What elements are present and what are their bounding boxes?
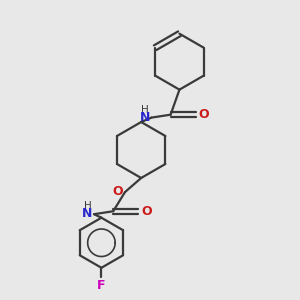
Text: O: O <box>141 205 152 218</box>
Text: H: H <box>141 105 149 115</box>
Text: O: O <box>112 185 123 198</box>
Text: N: N <box>140 111 150 124</box>
Text: F: F <box>97 279 106 292</box>
Text: H: H <box>84 201 92 211</box>
Text: O: O <box>199 108 209 121</box>
Text: N: N <box>82 207 93 220</box>
